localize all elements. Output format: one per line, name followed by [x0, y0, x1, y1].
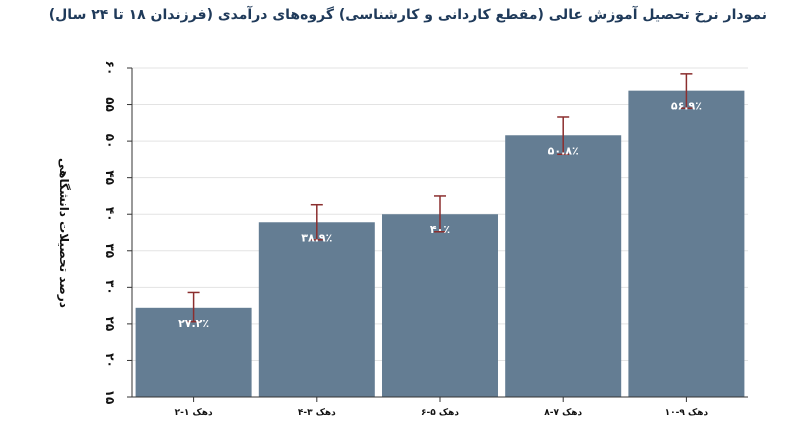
y-tick-label: ۴۵ — [103, 170, 117, 185]
y-axis: ۱۵ ۲۰ ۲۵ ۳۰ ۳۵ ۴۰ ۴۵ ۵۰ ۵۵ ۶۰ — [103, 61, 133, 405]
data-label: ۵۰.۸٪ — [548, 144, 579, 157]
y-tick-label: ۲۵ — [103, 317, 117, 332]
y-axis-label: درصد تحصیلات دانشگاهی — [57, 158, 71, 308]
data-label: ۴۰٪ — [430, 223, 450, 236]
x-axis: دهک ۱-۲ دهک ۳-۴ دهک ۵-۶ دهک ۷-۸ دهک ۹-۱۰ — [132, 396, 748, 418]
y-tick-label: ۵۵ — [103, 97, 117, 112]
y-tick-label: ۳۰ — [103, 280, 117, 295]
y-tick-label: ۳۵ — [103, 243, 117, 258]
x-tick-label: دهک ۹-۱۰ — [665, 408, 709, 418]
bar — [628, 90, 745, 398]
data-labels: ۲۷.۲٪ ۳۸.۹٪ ۴۰٪ ۵۰.۸٪ ۵۶.۹٪ — [178, 100, 702, 330]
bar — [505, 135, 622, 398]
data-label: ۵۶.۹٪ — [671, 100, 702, 113]
bar — [382, 214, 498, 397]
y-tick-label: ۲۰ — [103, 353, 117, 368]
x-tick-label: دهک ۳-۴ — [298, 408, 336, 418]
bars — [135, 90, 745, 398]
y-tick-label: ۵۰ — [103, 134, 117, 149]
x-tick-label: دهک ۱-۲ — [175, 408, 213, 418]
x-tick-label: دهک ۷-۸ — [544, 408, 582, 418]
y-tick-label: ۴۰ — [103, 207, 117, 222]
data-label: ۳۸.۹٪ — [301, 231, 332, 244]
data-label: ۲۷.۲٪ — [178, 317, 209, 330]
y-tick-label: ۶۰ — [103, 61, 117, 76]
bar — [135, 307, 252, 397]
error-bars — [187, 73, 693, 323]
y-tick-label: ۱۵ — [103, 390, 117, 405]
chart-title: نمودار نرخ تحصیل آموزش عالی (مقطع کاردان… — [48, 7, 767, 23]
bar — [258, 222, 375, 397]
x-tick-label: دهک ۵-۶ — [421, 408, 459, 418]
